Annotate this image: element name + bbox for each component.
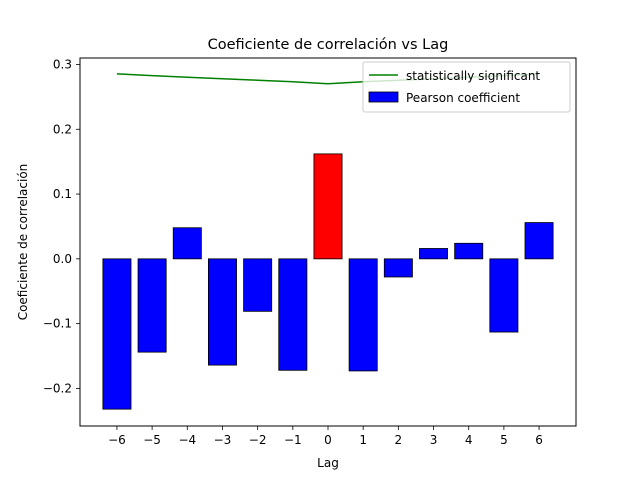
bar-lag-minus5 (137, 258, 167, 353)
y-tick-label: 0.1 (53, 187, 72, 201)
bar-lag-minus4 (172, 227, 202, 260)
bar-lag-0 (313, 153, 343, 260)
y-tick-label: −0.2 (43, 381, 72, 395)
x-tick-label: −1 (284, 433, 302, 447)
x-tick-label: 5 (500, 433, 508, 447)
y-tick-label: 0.2 (53, 122, 72, 136)
y-tick-label: 0.0 (53, 252, 72, 266)
x-tick-label: 4 (465, 433, 473, 447)
x-tick-label: 6 (535, 433, 543, 447)
x-tick-label: 2 (395, 433, 403, 447)
bar-lag-2 (383, 258, 413, 278)
legend-label-pearson: Pearson coefficient (406, 91, 520, 105)
chart-title: Coeficiente de correlación vs Lag (208, 37, 449, 53)
x-tick-label: 1 (359, 433, 367, 447)
bar-lag-6 (524, 222, 554, 260)
bar-lag-4 (454, 242, 484, 260)
legend-label-significant: statistically significant (406, 69, 540, 83)
bar-lag-minus6 (102, 258, 132, 410)
legend: statistically significant Pearson coeffi… (362, 61, 571, 113)
bar-lag-minus1 (278, 258, 308, 371)
legend-bar-swatch (368, 91, 399, 103)
plot-area (102, 73, 554, 410)
y-tick-label: −0.1 (43, 317, 72, 331)
y-axis-label: Coeficiente de correlación (16, 164, 30, 321)
x-tick-label: 0 (324, 433, 332, 447)
x-tick-label: −5 (143, 433, 161, 447)
x-axis-label: Lag (317, 456, 339, 470)
bar-lag-1 (348, 258, 378, 372)
y-axis: −0.2 −0.1 0.0 0.1 0.2 0.3 (43, 57, 80, 395)
x-tick-label: 3 (430, 433, 438, 447)
bar-lag-minus2 (243, 258, 273, 312)
bar-lag-5 (489, 258, 519, 333)
x-tick-label: −4 (178, 433, 196, 447)
bar-lag-minus3 (207, 258, 237, 366)
x-tick-label: −3 (214, 433, 232, 447)
bar-lag-3 (419, 248, 449, 260)
legend-box (362, 61, 571, 113)
x-tick-label: −6 (108, 433, 126, 447)
y-tick-label: 0.3 (53, 57, 72, 71)
x-axis: −6 −5 −4 −3 −2 −1 0 1 2 3 4 5 6 (108, 426, 543, 447)
x-tick-label: −2 (249, 433, 267, 447)
